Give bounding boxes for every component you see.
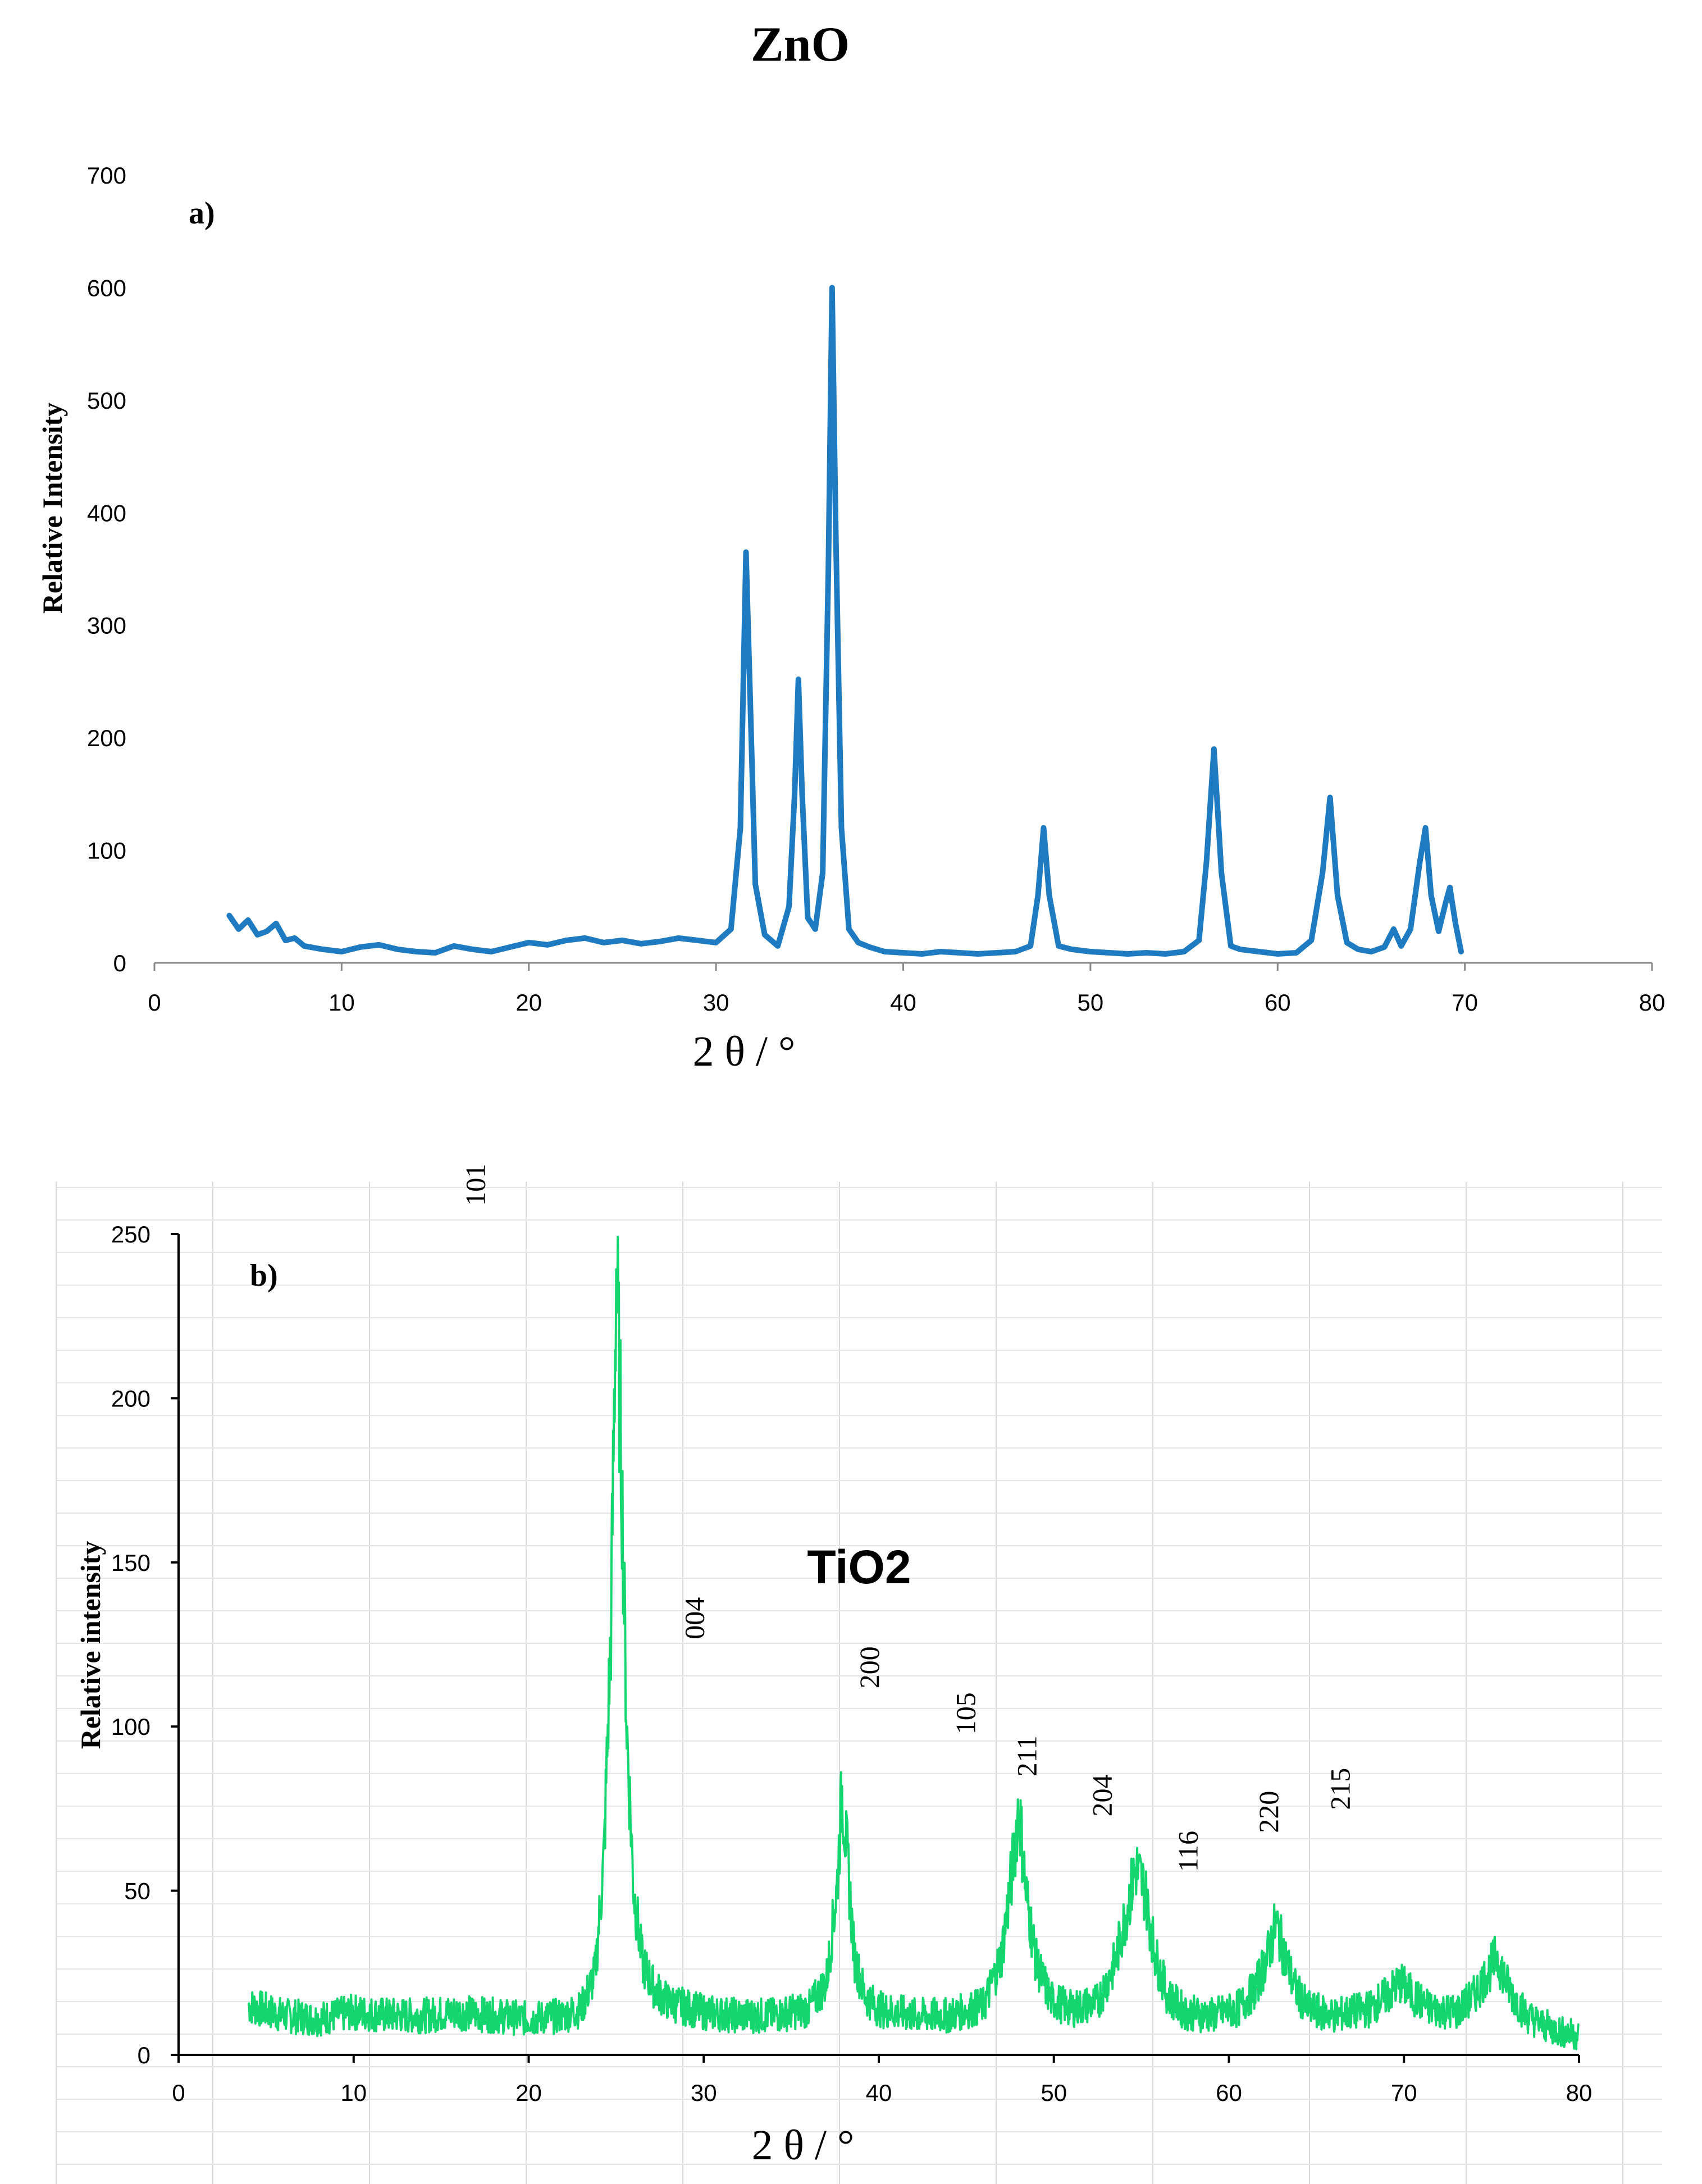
chart-b-peak-label: 220 [1253,1791,1284,1833]
chart-b-x-tick-label: 20 [515,2080,542,2106]
chart-b-peak-label: 004 [678,1597,710,1639]
chart-b-y-tick-label: 0 [138,2042,150,2068]
chart-a-x-tick-label: 60 [1265,989,1291,1016]
chart-a-y-tick-label: 100 [87,838,126,864]
chart-a-x-tick-label: 0 [148,989,161,1016]
chart-a-y-tick-label: 0 [113,950,126,976]
chart-b-y-axis-label: Relative intensity [75,1541,106,1749]
chart-a-y-tick-label: 400 [87,500,126,526]
chart-a-x-tick-label: 10 [328,989,355,1016]
chart-b-x-tick-label: 30 [691,2080,717,2106]
chart-b-y-tick-label: 250 [111,1221,150,1248]
chart-a-x-tick-label: 20 [515,989,542,1016]
chart-a-x-tick-label: 70 [1452,989,1478,1016]
chart-b-y-tick-label: 200 [111,1385,150,1411]
chart-b-x-axis-label: 2 θ / ° [752,2122,855,2169]
chart-b-peak-label: 105 [950,1692,982,1734]
chart-b-y-tick-label: 100 [111,1714,150,1740]
chart-b-panel-label: b) [250,1258,278,1293]
chart-b-y-tick-label: 50 [124,1878,150,1904]
figure-title: ZnO [751,17,850,72]
chart-a-y-tick-label: 700 [87,162,126,189]
chart-a-x-tick-label: 50 [1078,989,1104,1016]
chart-a-x-tick-label: 30 [703,989,729,1016]
chart-b-peak-label: 211 [1011,1735,1043,1776]
chart-b-peak-label: 101 [460,1164,491,1206]
chart-b-x-tick-label: 10 [340,2080,367,2106]
chart-b-peak-label: 116 [1172,1831,1203,1872]
chart-b-peak-label: 204 [1087,1775,1118,1817]
chart-b-x-tick-label: 80 [1566,2080,1593,2106]
chart-a-y-tick-label: 300 [87,613,126,639]
chart-a-x-ticks: 0 10 20 30 40 50 60 70 80 [148,963,1665,1016]
chart-b-x-tick-label: 40 [866,2080,892,2106]
chart-b-peak-label: 215 [1325,1768,1356,1810]
chart-a: 0 100 200 300 400 500 600 700 0 10 20 30 40 50 60 70 80… [36,162,1665,1075]
chart-a-x-tick-label: 40 [890,989,916,1016]
chart-b-x-ticks: 0 10 20 30 40 50 60 70 80 [172,2055,1592,2106]
chart-a-y-axis-label: Relative Intensity [36,403,68,614]
chart-b-series-line [247,1236,1580,2050]
chart-a-x-tick-label: 80 [1639,989,1666,1016]
chart-b-x-tick-label: 70 [1391,2080,1417,2106]
chart-b-x-tick-label: 50 [1041,2080,1067,2106]
chart-b-x-tick-label: 0 [172,2080,185,2106]
chart-b-y-ticks: 0 50 100 150 200 250 [111,1221,179,2068]
chart-a-y-ticks: 0 100 200 300 400 500 600 700 [87,162,126,976]
chart-b: 0 50 100 150 200 250 0 10 20 30 40 50 60 70 80 101 004… [56,1164,1662,2184]
chart-a-y-tick-label: 200 [87,725,126,751]
chart-a-y-tick-label: 600 [87,275,126,301]
chart-a-series-line [226,285,1464,957]
chart-a-x-axis-label: 2 θ / ° [693,1028,796,1075]
chart-a-y-tick-label: 500 [87,387,126,414]
chart-b-peak-label: 200 [854,1646,885,1688]
chart-a-panel-label: a) [189,196,215,231]
chart-b-y-tick-label: 150 [111,1550,150,1576]
chart-b-title: TiO2 [807,1541,911,1593]
chart-b-x-tick-label: 60 [1216,2080,1242,2106]
chart-b-peak-labels: 101 004 200 105 211 204 116 220 215 [460,1164,1356,1872]
